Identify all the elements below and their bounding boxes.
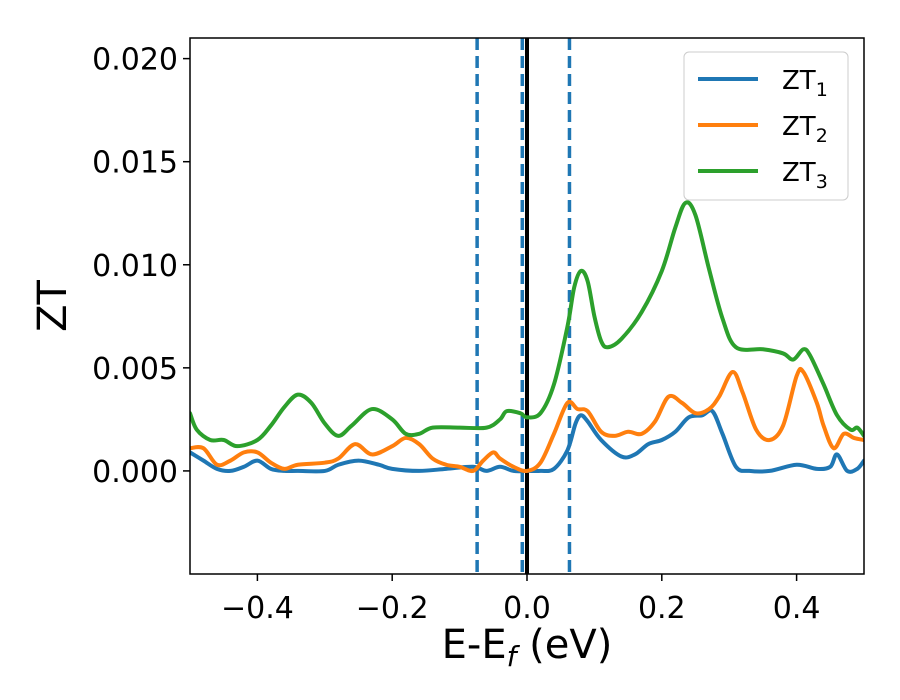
legend-label-zt1: ZT1 bbox=[782, 66, 828, 101]
series-line-zt1 bbox=[190, 408, 864, 474]
y-tick-label: 0.000 bbox=[92, 455, 178, 490]
series-lines bbox=[190, 200, 864, 474]
legend: ZT1 ZT2 ZT3 bbox=[683, 51, 849, 201]
legend-label-zt2: ZT2 bbox=[782, 112, 828, 147]
x-tick-label: −0.2 bbox=[356, 591, 429, 626]
legend-label-zt3: ZT3 bbox=[782, 158, 828, 193]
series-line-zt2 bbox=[190, 366, 864, 474]
y-axis-label: ZT bbox=[30, 280, 76, 332]
x-tick-label: 0.2 bbox=[638, 591, 686, 626]
x-axis-label: E-Ef (eV) bbox=[442, 622, 613, 673]
series-line-zt3 bbox=[190, 200, 864, 449]
y-tick-label: 0.015 bbox=[92, 146, 178, 181]
reference-lines bbox=[475, 38, 572, 574]
y-tick-label: 0.010 bbox=[92, 249, 178, 284]
legend-box bbox=[683, 51, 849, 201]
x-tick-label: 0.0 bbox=[503, 591, 551, 626]
y-axis-ticks: 0.000 0.005 0.010 0.015 0.020 bbox=[92, 43, 190, 490]
x-tick-label: −0.4 bbox=[221, 591, 294, 626]
y-tick-label: 0.020 bbox=[92, 43, 178, 78]
y-tick-label: 0.005 bbox=[92, 352, 178, 387]
x-tick-label: 0.4 bbox=[773, 591, 821, 626]
x-axis-ticks: −0.4 −0.2 0.0 0.2 0.4 bbox=[221, 574, 820, 626]
